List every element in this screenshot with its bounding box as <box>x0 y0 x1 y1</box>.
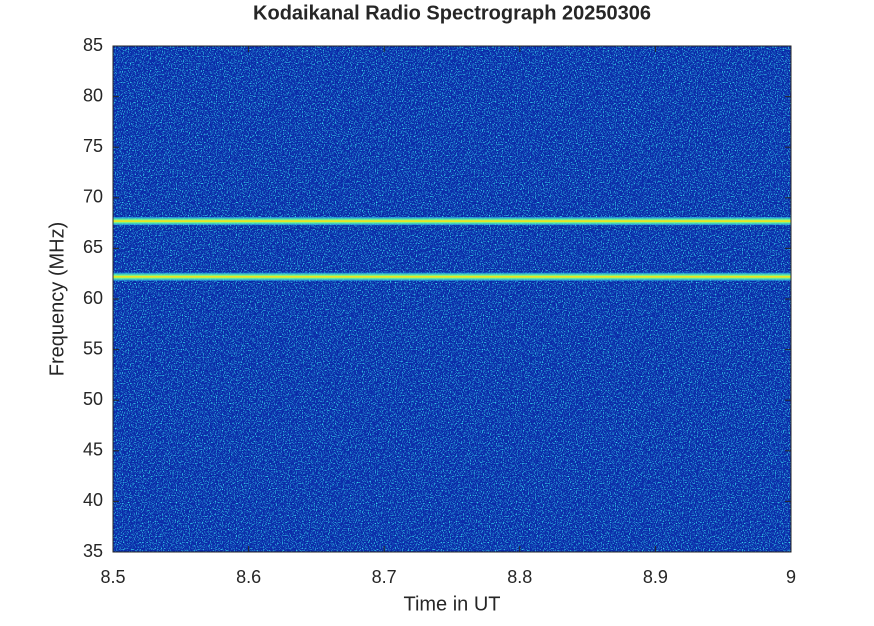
x-axis-label: Time in UT <box>403 593 500 615</box>
y-tick-label: 40 <box>83 490 103 510</box>
y-tick-label: 80 <box>83 85 103 105</box>
noise-texture <box>113 46 791 552</box>
y-tick-label: 70 <box>83 187 103 207</box>
chart-title: Kodaikanal Radio Spectrograph 20250306 <box>253 2 651 24</box>
y-tick-label: 35 <box>83 541 103 561</box>
x-tick-label: 8.6 <box>236 567 261 587</box>
x-tick-label: 9 <box>786 567 796 587</box>
x-tick-label: 8.7 <box>372 567 397 587</box>
y-tick-label: 85 <box>83 35 103 55</box>
y-tick-label: 55 <box>83 338 103 358</box>
x-tick-label: 8.5 <box>100 567 125 587</box>
y-tick-label: 75 <box>83 136 103 156</box>
y-axis-label: Frequency (MHz) <box>46 222 68 376</box>
y-tick-label: 60 <box>83 288 103 308</box>
x-tick-label: 8.8 <box>507 567 532 587</box>
y-tick-label: 50 <box>83 389 103 409</box>
y-tick-label: 45 <box>83 440 103 460</box>
y-tick-label: 65 <box>83 237 103 257</box>
x-tick-label: 8.9 <box>643 567 668 587</box>
